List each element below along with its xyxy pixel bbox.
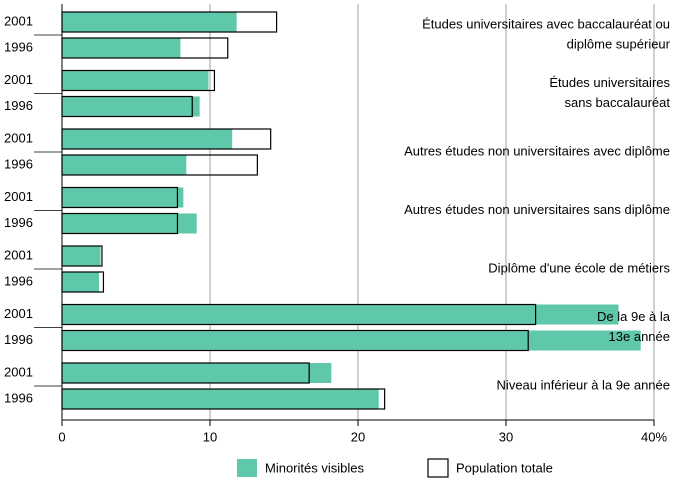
- group-label: Autres études non universitaires sans di…: [404, 202, 670, 217]
- x-tick-label: 10: [203, 429, 217, 444]
- bar: [62, 38, 181, 58]
- bar: [62, 12, 237, 32]
- x-tick-label: 30: [499, 429, 513, 444]
- y-tick-label: 1996: [4, 98, 33, 113]
- bar: [62, 272, 99, 292]
- y-tick-label: 1996: [4, 332, 33, 347]
- group-label: Diplôme d'une école de métiers: [488, 260, 670, 275]
- bar: [62, 155, 187, 175]
- bar: [62, 70, 209, 91]
- bar: [62, 330, 641, 351]
- y-tick-label: 2001: [4, 72, 33, 87]
- group-label: De la 9e à la: [597, 309, 671, 324]
- group-label: sans baccalauréat: [564, 95, 670, 110]
- bar: [62, 187, 184, 208]
- y-tick-label: 2001: [4, 364, 33, 379]
- bar: [62, 246, 101, 266]
- x-tick-label: 40%: [641, 429, 667, 444]
- y-tick-label: 2001: [4, 130, 33, 145]
- y-tick-label: 1996: [4, 156, 33, 171]
- bar: [62, 304, 619, 325]
- group-label: 13e année: [609, 329, 670, 344]
- legend-swatch: [237, 459, 257, 477]
- group-label: Études universitaires: [549, 75, 670, 90]
- legend-swatch: [427, 458, 449, 478]
- x-tick-label: 0: [58, 429, 65, 444]
- y-tick-label: 1996: [4, 273, 33, 288]
- bar: [62, 363, 332, 383]
- legend-label: Minorités visibles: [265, 460, 364, 475]
- group-label: Niveau inférieur à la 9e année: [497, 377, 670, 392]
- x-tick-label: 20: [351, 429, 365, 444]
- group-label: Études universitaires avec baccalauréat …: [422, 16, 670, 31]
- y-tick-label: 2001: [4, 247, 33, 262]
- y-tick-label: 2001: [4, 13, 33, 28]
- bar: [62, 129, 233, 149]
- y-tick-label: 2001: [4, 306, 33, 321]
- y-tick-label: 1996: [4, 39, 33, 54]
- group-label: Autres études non universitaires avec di…: [404, 143, 670, 158]
- group-label: diplôme supérieur: [567, 36, 671, 51]
- y-tick-label: 1996: [4, 215, 33, 230]
- bar: [62, 96, 200, 117]
- y-tick-label: 1996: [4, 390, 33, 405]
- legend-label: Population totale: [456, 460, 553, 475]
- y-tick-label: 2001: [4, 189, 33, 204]
- bar: [62, 213, 197, 234]
- bar: [62, 389, 379, 409]
